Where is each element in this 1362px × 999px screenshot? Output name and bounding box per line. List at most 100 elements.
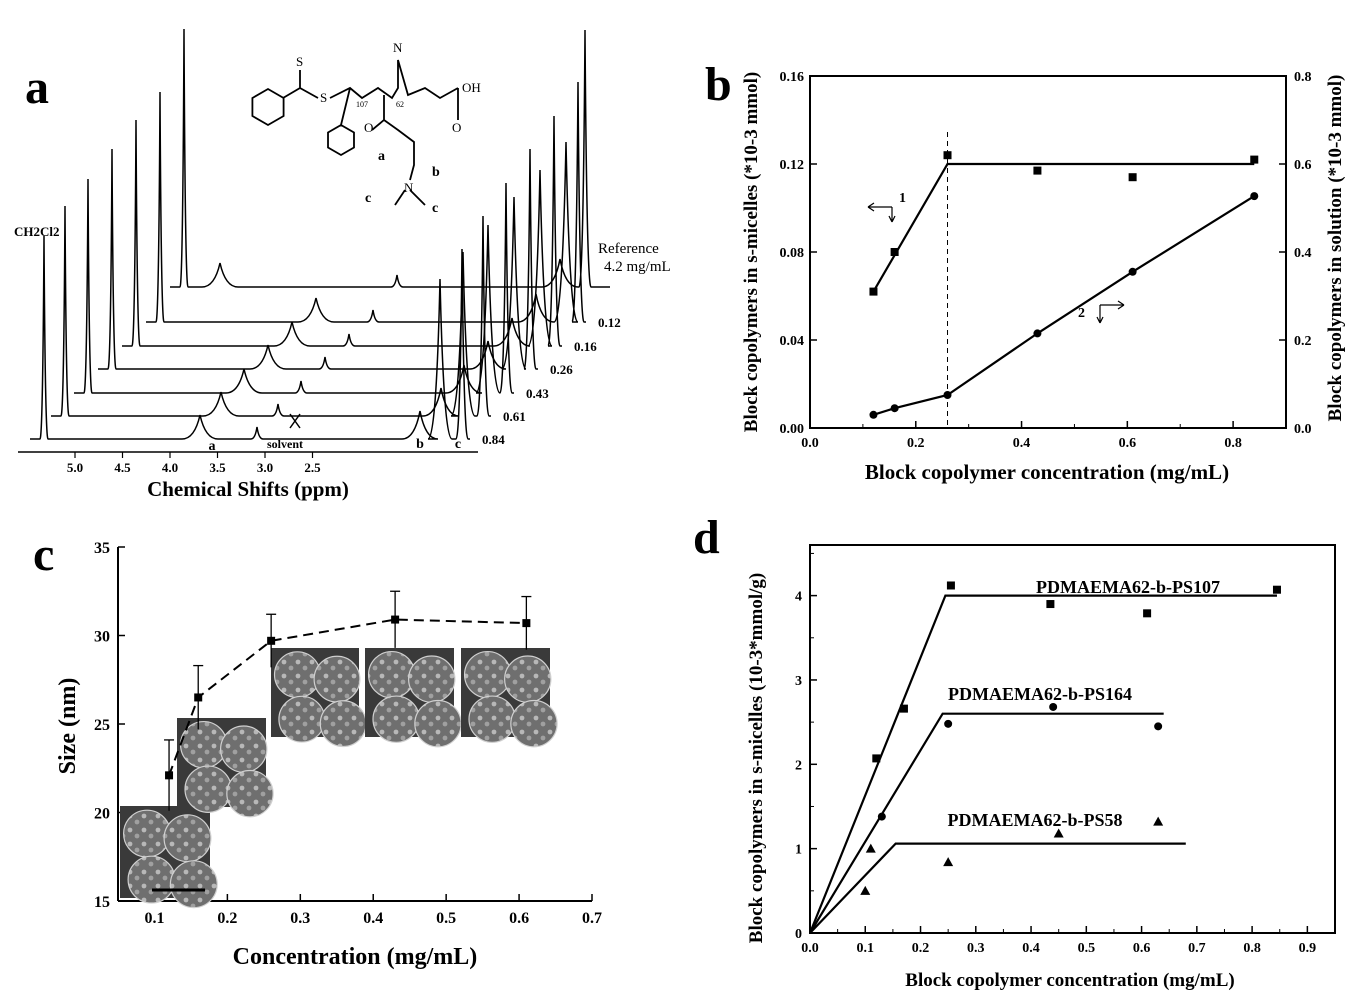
data-point-b-2 bbox=[890, 404, 899, 413]
atom-label-s: S bbox=[320, 90, 327, 105]
spectrum-label: 0.12 bbox=[598, 315, 621, 330]
sem-inset-image bbox=[120, 806, 218, 909]
x-tick-label-b: 0.8 bbox=[1224, 436, 1242, 451]
polymer-backbone bbox=[282, 59, 459, 206]
x-tick-label-b: 0.6 bbox=[1119, 436, 1137, 451]
x-tick-label-a: 3.0 bbox=[257, 460, 273, 475]
spectrum-0.61 bbox=[51, 205, 491, 417]
chemical-structure: S S N OH O O N 107 62 a b c c bbox=[251, 40, 481, 216]
x-tick-label-c: 0.5 bbox=[436, 910, 456, 927]
panel-b-chart: b 0.0 0.2 0.4 0.6 0.80.000.040.080.120.160.0… bbox=[705, 58, 1346, 484]
plot-frame-d bbox=[809, 544, 1336, 934]
data-point-d bbox=[1046, 600, 1055, 609]
data-point-b-1 bbox=[890, 248, 899, 256]
x-tick-label-d: 0.5 bbox=[1078, 941, 1096, 956]
sem-particle bbox=[504, 655, 552, 703]
y-axis-title-b-left: Block copolymers in s-micelles (*10-3 mm… bbox=[741, 72, 762, 432]
y-tick-label-c: 35 bbox=[94, 540, 110, 557]
data-point-d bbox=[1153, 816, 1164, 826]
x-tick-label-d: 0.4 bbox=[1022, 941, 1040, 956]
data-point-c bbox=[391, 615, 400, 624]
x-tick-label-a: 4.0 bbox=[162, 460, 178, 475]
data-point-c bbox=[267, 636, 276, 645]
panel-a-nmr-spectra: a S S N OH O O N 107 62 a b c c 0.84 0.610.430.260.16… bbox=[14, 28, 671, 501]
spectrum-label-reference: Reference bbox=[598, 241, 659, 257]
spectrum-0.43 bbox=[74, 178, 514, 394]
y-tick-label-b-left: 0.00 bbox=[780, 422, 805, 437]
panel-letter-d: d bbox=[693, 511, 720, 564]
y-axis-title-c: Size (nm) bbox=[55, 678, 81, 775]
x-tick-label-c: 0.1 bbox=[144, 910, 164, 927]
plot-area-b: 0.0 0.2 0.4 0.6 0.8 0.00 0.04 0.08 0.12 0.16 0.0 0.… bbox=[780, 70, 1312, 451]
atom-label-o: O bbox=[452, 120, 461, 135]
x-tick-label-a: 3.5 bbox=[209, 460, 226, 475]
sem-particle bbox=[414, 699, 462, 748]
x-tick-label-b: 0.2 bbox=[907, 436, 925, 451]
x-axis-title-d: Block copolymer concentration (mg/mL) bbox=[905, 970, 1234, 991]
y-tick-label-c: 15 bbox=[94, 894, 110, 911]
data-point-b-1 bbox=[943, 151, 952, 160]
series-label-d: PDMAEMA62-b-PS58 bbox=[948, 810, 1123, 830]
x-tick-label-c: 0.7 bbox=[582, 910, 602, 927]
data-point-b-2 bbox=[869, 410, 878, 419]
atom-label-n: N bbox=[393, 40, 403, 55]
y-tick-label-d: 4 bbox=[795, 590, 802, 605]
peak-label-a: a bbox=[209, 439, 216, 454]
panel-c-chart: c 0.1 0.2 0.3 0.4 0.5 0.6 0.7 15 20 25 30 35 Concen… bbox=[33, 528, 602, 970]
data-point-b-1 bbox=[869, 287, 878, 296]
data-point-d bbox=[944, 719, 953, 728]
atom-label-o: O bbox=[364, 120, 373, 135]
spectrum-0.16 bbox=[122, 115, 562, 347]
atom-label-n: N bbox=[404, 180, 414, 195]
fit-line-b-2 bbox=[873, 195, 1255, 416]
x-tick-label-a: 5.0 bbox=[67, 460, 83, 475]
y-axis-title-d: Block copolymers in s-micelles (10-3*mmo… bbox=[746, 573, 767, 943]
y-axis-title-b-right: Block copolymers in solution (*10-3 mmol… bbox=[1325, 75, 1346, 422]
data-point-b-1 bbox=[1250, 155, 1259, 164]
sem-particle bbox=[163, 814, 212, 863]
x-tick-label-c: 0.3 bbox=[290, 910, 310, 927]
solvent-cross-mark bbox=[289, 413, 301, 429]
sem-particle bbox=[278, 695, 326, 743]
y-tick-label-d: 3 bbox=[795, 674, 802, 689]
spectrum-label: 0.16 bbox=[574, 339, 597, 354]
x-tick-label-d: 0.3 bbox=[967, 941, 985, 956]
data-point-b-1 bbox=[1128, 173, 1137, 182]
proton-label-c: c bbox=[432, 201, 438, 216]
data-point-d bbox=[877, 812, 886, 821]
spectrum-0.12 bbox=[146, 81, 586, 323]
sem-particle bbox=[468, 695, 516, 743]
data-point-d bbox=[1154, 722, 1163, 731]
data-point-b-2 bbox=[1128, 267, 1137, 276]
spectrum-label: 0.84 bbox=[482, 432, 505, 447]
x-tick-label-b: 0.4 bbox=[1013, 436, 1031, 451]
proton-label-a: a bbox=[378, 149, 385, 164]
peak-label-b: b bbox=[416, 437, 424, 452]
sem-inset-image bbox=[461, 648, 558, 748]
data-point-c bbox=[194, 693, 203, 702]
sem-inset-image bbox=[365, 648, 462, 748]
y-tick-label-d: 0 bbox=[795, 927, 802, 942]
data-point-b-2 bbox=[1033, 329, 1042, 338]
y-tick-label-b-left: 0.12 bbox=[780, 158, 805, 173]
sem-inset-image bbox=[271, 648, 367, 748]
y-tick-label-b-right: 0.8 bbox=[1294, 70, 1312, 85]
arrow-b-1 bbox=[867, 202, 896, 223]
data-point-c bbox=[522, 619, 531, 628]
arrow-b-2 bbox=[1096, 300, 1125, 324]
sem-particle bbox=[510, 699, 558, 748]
y-tick-label-b-right: 0.4 bbox=[1294, 246, 1312, 261]
x-tick-label-d: 0.2 bbox=[912, 941, 930, 956]
peak-label-c: c bbox=[455, 437, 461, 452]
sem-particle bbox=[372, 695, 420, 743]
atom-label-s: S bbox=[296, 54, 303, 69]
sem-particle bbox=[463, 650, 512, 699]
fit-line-b-1 bbox=[872, 162, 1255, 293]
plot-frame-b bbox=[809, 75, 1287, 429]
data-point-d bbox=[899, 704, 908, 713]
panel-letter-b: b bbox=[705, 58, 732, 111]
series-label-b-1: 1 bbox=[899, 191, 906, 206]
data-point-d bbox=[943, 857, 954, 867]
y-tick-label-b-right: 0.0 bbox=[1294, 422, 1312, 437]
x-tick-label-d: 0.8 bbox=[1243, 941, 1261, 956]
